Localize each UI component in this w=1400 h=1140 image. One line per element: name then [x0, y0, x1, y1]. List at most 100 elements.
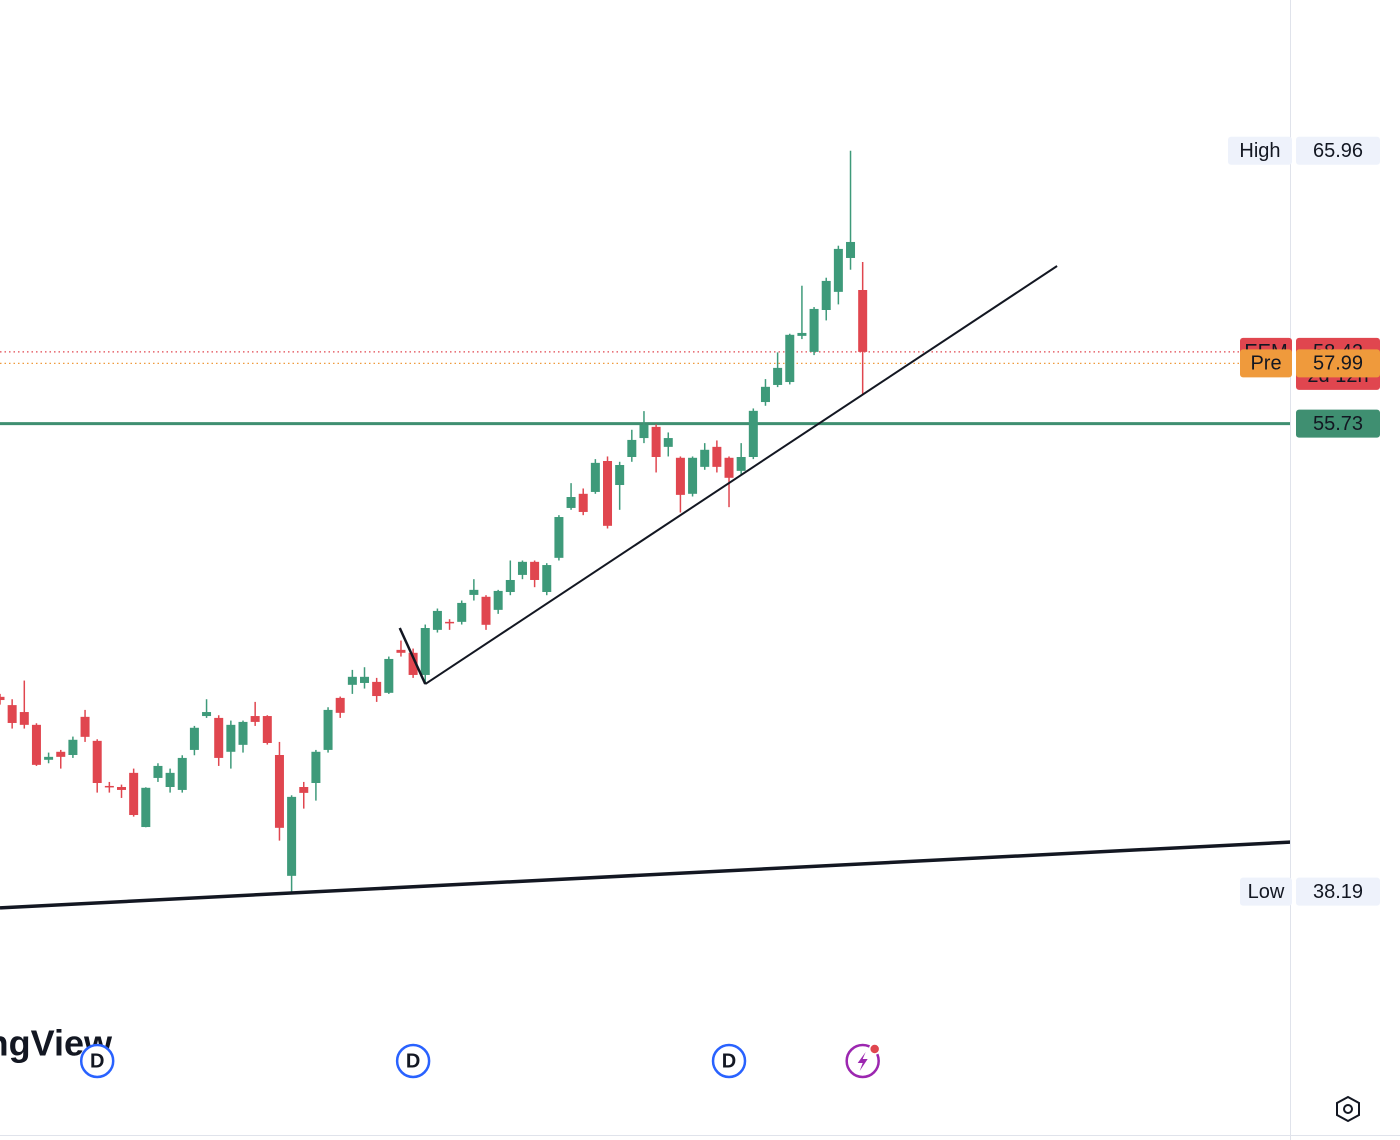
candle-body: [335, 697, 345, 713]
candle-body: [736, 456, 746, 471]
earnings-icon: [857, 1052, 868, 1071]
candle-body: [384, 658, 394, 693]
price-label-box: [1296, 877, 1380, 906]
candle-body: [408, 652, 418, 675]
axis-bottom-edge: [0, 1135, 1400, 1136]
candle-body: [675, 457, 685, 495]
candle-body: [202, 712, 212, 717]
candle-body: [785, 334, 795, 383]
candle-body: [226, 724, 236, 752]
candle-body: [117, 787, 127, 790]
candle-body: [833, 248, 843, 292]
candle-body: [481, 596, 491, 625]
candle-body: [19, 712, 29, 725]
candle-body: [396, 649, 406, 653]
price-label-tag: [1240, 877, 1292, 906]
candle-body: [104, 785, 114, 788]
candle-body: [809, 308, 819, 352]
candle-body: [250, 716, 260, 722]
candle-body: [44, 756, 54, 760]
candle-body: [566, 497, 576, 508]
candle-body: [469, 589, 479, 595]
price-label-value: 57.99: [1313, 353, 1363, 375]
dividend-label: D: [406, 1050, 420, 1072]
candle-body: [347, 676, 357, 685]
dividend-label: D: [722, 1050, 736, 1072]
candle-body: [153, 765, 163, 778]
plot-area: TradingView: [0, 150, 1290, 1064]
candle-body: [627, 439, 637, 457]
candle-body: [712, 446, 722, 467]
candle-body: [7, 705, 17, 723]
candle-body: [858, 289, 868, 352]
candle-body: [615, 465, 625, 486]
candle-body: [688, 457, 698, 494]
price-label-name: Pre: [1250, 353, 1281, 375]
price-label-box: [1296, 409, 1380, 438]
candle-body: [821, 280, 831, 310]
price-label-tag: [1240, 349, 1292, 378]
candle-body: [554, 517, 564, 558]
candle-body: [724, 457, 734, 478]
candle-body: [517, 561, 527, 575]
price-label-value: 65.96: [1313, 140, 1363, 162]
candle-body: [311, 751, 321, 784]
price-label-value: 55.73: [1313, 413, 1363, 435]
candle-body: [590, 462, 600, 492]
candle-body: [56, 751, 66, 757]
candle-body: [420, 628, 430, 675]
candle-body: [360, 676, 370, 683]
candle-body: [31, 724, 41, 765]
price-label-name: High: [1239, 140, 1280, 162]
candle-body: [639, 424, 649, 439]
candle-body: [578, 493, 588, 512]
candle-body: [238, 721, 248, 745]
candle-body: [748, 410, 758, 457]
candle-body: [92, 740, 102, 784]
dividend-label: D: [90, 1050, 104, 1072]
candle-body: [287, 796, 297, 876]
candle-body: [505, 579, 515, 592]
price-label-name: Low: [1248, 881, 1285, 903]
candle-body: [165, 772, 175, 788]
candle-body: [129, 772, 139, 816]
dividend-marker: [79, 1043, 115, 1079]
price-label-tag: [1228, 136, 1292, 165]
candle-body: [773, 367, 783, 385]
candle-body: [663, 438, 673, 447]
axis-panel-edge: [1290, 0, 1291, 1140]
candle-body: [760, 386, 770, 403]
candle-body: [68, 739, 78, 755]
candle-body: [274, 754, 284, 828]
candle-body: [299, 787, 309, 793]
candle-body: [700, 449, 710, 467]
candle-body: [457, 602, 467, 622]
candle-body: [651, 426, 661, 457]
candle-body: [493, 590, 503, 610]
candle-body: [530, 561, 540, 580]
settings-icon-center: [1343, 1104, 1353, 1114]
price-label-box: [1296, 136, 1380, 165]
candle-body: [189, 727, 199, 750]
candle-body: [372, 681, 382, 697]
price-label-value: 38.19: [1313, 881, 1363, 903]
trendline: [424, 265, 1058, 685]
candle-body: [542, 565, 552, 592]
dividend-marker: [395, 1043, 431, 1079]
candle-body: [262, 716, 272, 743]
price-label-box: [1296, 349, 1380, 378]
candle-body: [323, 709, 333, 750]
earnings-dot: [868, 1043, 881, 1055]
settings-icon: [1336, 1095, 1360, 1123]
candle-body: [432, 610, 442, 630]
candle-body: [141, 787, 151, 828]
candle-body: [0, 696, 5, 701]
dividend-marker: [711, 1043, 747, 1079]
candle-body: [445, 621, 455, 624]
trendline: [398, 627, 427, 685]
candle-body: [177, 757, 187, 790]
candle-body: [80, 716, 90, 737]
trendline: [0, 840, 1290, 910]
